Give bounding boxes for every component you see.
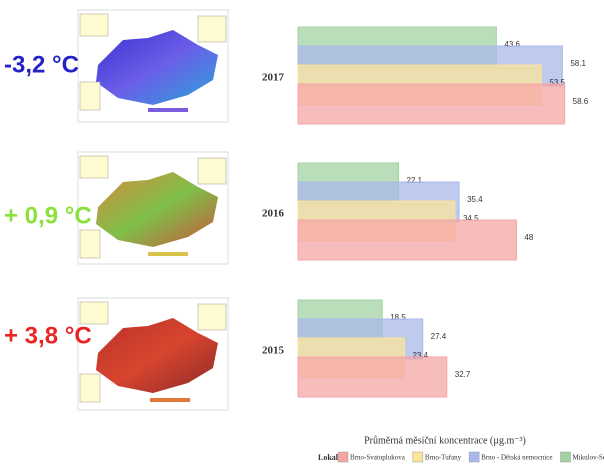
value-label: 58.6 — [573, 97, 589, 106]
value-label: 58.1 — [570, 59, 586, 68]
legend-title: Lokalita — [318, 453, 347, 462]
value-label: 32.7 — [455, 370, 471, 379]
value-label: 23.4 — [412, 351, 428, 360]
value-label: 48 — [524, 233, 533, 242]
value-label: 35.4 — [467, 195, 483, 204]
map — [77, 297, 229, 411]
temperature-label: -3,2 °C — [4, 51, 79, 78]
legend-label: Mikulov-Sedlec — [572, 454, 604, 462]
legend-swatch — [468, 451, 480, 463]
legend-swatch — [560, 451, 571, 463]
legend-swatch — [337, 451, 349, 463]
bar — [297, 219, 517, 261]
x-axis-label: Průměrná měsíční koncentrace (µg.m⁻³) — [364, 435, 526, 446]
year-label: 2017 — [262, 72, 285, 84]
value-label: 27.4 — [431, 332, 447, 341]
map — [77, 9, 229, 123]
temperature-label: + 0,9 °C — [4, 202, 92, 229]
year-label: 2015 — [262, 345, 285, 357]
value-label: 34.5 — [463, 214, 479, 223]
legend-label: Brno - Dětská nemocnice — [481, 454, 552, 462]
value-label: 18.5 — [390, 313, 406, 322]
maps — [77, 9, 229, 411]
map — [77, 151, 229, 265]
value-label: 53.5 — [549, 78, 565, 87]
legend-label: Brno-Svatoplukova — [350, 454, 406, 462]
value-label: 43.6 — [504, 40, 520, 49]
temperature-label: + 3,8 °C — [4, 322, 92, 349]
legend-label: Brno-Tuřany — [425, 454, 462, 462]
value-label: 22.1 — [407, 176, 423, 185]
bar — [297, 356, 448, 398]
bar — [297, 83, 566, 125]
year-label: 2016 — [262, 208, 285, 220]
legend-swatch — [412, 451, 424, 463]
